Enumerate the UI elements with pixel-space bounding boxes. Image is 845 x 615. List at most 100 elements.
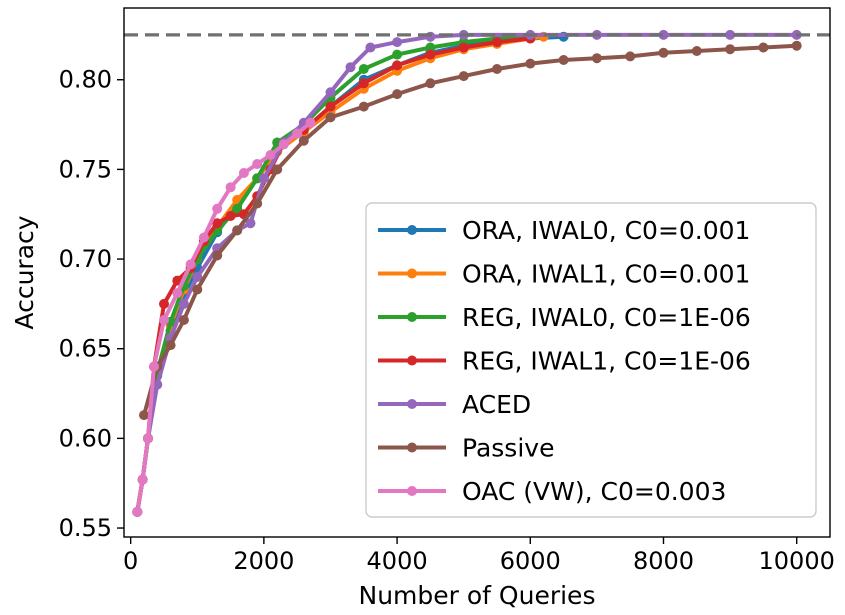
data-point — [358, 101, 369, 112]
data-point — [159, 298, 169, 309]
x-tick-label: 4000 — [367, 547, 428, 575]
legend-swatch-marker — [407, 486, 417, 496]
data-point — [365, 42, 376, 53]
y-tick-label: 0.60 — [59, 424, 112, 452]
data-point — [492, 64, 502, 74]
legend-item: OAC (VW), C0=0.003 — [378, 477, 726, 506]
data-point — [192, 284, 203, 295]
legend-swatch-marker — [407, 442, 417, 453]
data-point — [345, 62, 356, 73]
y-tick-label: 0.80 — [59, 66, 112, 94]
data-point — [212, 250, 223, 261]
data-point — [225, 211, 236, 221]
data-point — [137, 474, 148, 485]
data-point — [258, 173, 269, 184]
data-point — [238, 168, 249, 178]
data-point — [425, 49, 436, 60]
legend-box — [365, 202, 817, 518]
legend-label: Passive — [462, 434, 554, 463]
data-point — [392, 49, 403, 60]
data-point — [212, 203, 223, 214]
series-6 — [139, 40, 802, 421]
data-point — [392, 37, 403, 48]
legend-item: ACED — [378, 390, 531, 419]
legend-item: ORA, IWAL1, C0=0.001 — [378, 260, 750, 289]
data-point — [758, 42, 769, 53]
data-point — [458, 42, 469, 53]
data-point — [305, 117, 316, 128]
data-point — [392, 60, 403, 71]
y-tick-label: 0.55 — [59, 514, 112, 542]
data-point — [392, 89, 403, 100]
legend-swatch-marker — [407, 399, 417, 409]
legend-swatch-marker — [407, 225, 417, 235]
legend-label: ORA, IWAL0, C0=0.001 — [462, 216, 750, 245]
data-point — [325, 112, 336, 123]
legend-item: REG, IWAL0, C0=1E-06 — [378, 303, 751, 332]
legend-swatch-marker — [407, 355, 417, 366]
data-point — [139, 410, 149, 421]
data-point — [185, 259, 196, 270]
data-point — [272, 164, 283, 175]
legend-item: ORA, IWAL0, C0=0.001 — [378, 216, 750, 245]
data-point — [325, 101, 336, 112]
data-point — [178, 315, 189, 325]
data-point — [225, 182, 236, 193]
x-tick-label: 6000 — [500, 547, 561, 575]
data-point — [791, 40, 802, 51]
data-point — [232, 225, 243, 236]
legend-swatch-marker — [407, 312, 417, 322]
x-axis-label: Number of Queries — [359, 581, 596, 610]
legend-item: REG, IWAL1, C0=1E-06 — [378, 347, 751, 376]
y-tick-label: 0.65 — [59, 335, 112, 363]
x-tick-label: 2000 — [233, 547, 294, 575]
data-point — [245, 218, 256, 229]
data-point — [625, 51, 636, 62]
data-point — [192, 272, 203, 282]
x-tick-label: 10000 — [759, 547, 835, 575]
data-point — [425, 42, 436, 53]
data-point — [149, 361, 159, 372]
data-point — [292, 128, 303, 139]
data-point — [325, 87, 336, 98]
data-point — [252, 198, 263, 209]
data-point — [265, 150, 276, 160]
data-point — [198, 232, 209, 243]
data-point — [425, 78, 436, 89]
legend-label: ORA, IWAL1, C0=0.001 — [462, 260, 750, 289]
y-axis-label: Accuracy — [10, 215, 39, 329]
data-point — [591, 53, 602, 64]
data-point — [458, 71, 469, 82]
legend-swatch-marker — [407, 268, 417, 279]
data-point — [558, 55, 569, 65]
data-point — [172, 288, 183, 299]
data-point — [143, 433, 153, 444]
data-point — [278, 139, 289, 150]
data-point — [658, 29, 669, 40]
legend-label: OAC (VW), C0=0.003 — [462, 477, 726, 506]
legend-label: REG, IWAL0, C0=1E-06 — [462, 303, 751, 332]
data-point — [165, 340, 176, 351]
data-point — [232, 203, 243, 214]
data-point — [178, 298, 189, 309]
data-point — [492, 37, 502, 48]
data-point — [132, 506, 143, 517]
data-point — [358, 78, 369, 89]
data-point — [525, 58, 536, 69]
data-point — [725, 44, 736, 55]
series-line — [135, 120, 313, 514]
x-tick-label: 8000 — [633, 547, 694, 575]
y-tick-label: 0.75 — [59, 155, 112, 183]
data-point — [658, 47, 669, 58]
data-point — [159, 315, 169, 325]
data-point — [691, 46, 702, 56]
data-point — [212, 218, 223, 229]
data-point — [298, 135, 309, 146]
series-7 — [132, 117, 316, 517]
axes-layer: 0 2000 4000 6000 8000 10000 0.55 0.60 0.65 0.70 0.… — [10, 7, 835, 610]
legend: ORA, IWAL0, C0=0.001 ORA, IWAL1, C0=0.001… — [365, 202, 817, 518]
x-tick-label: 0 — [123, 547, 138, 575]
plot-frame — [123, 7, 831, 538]
